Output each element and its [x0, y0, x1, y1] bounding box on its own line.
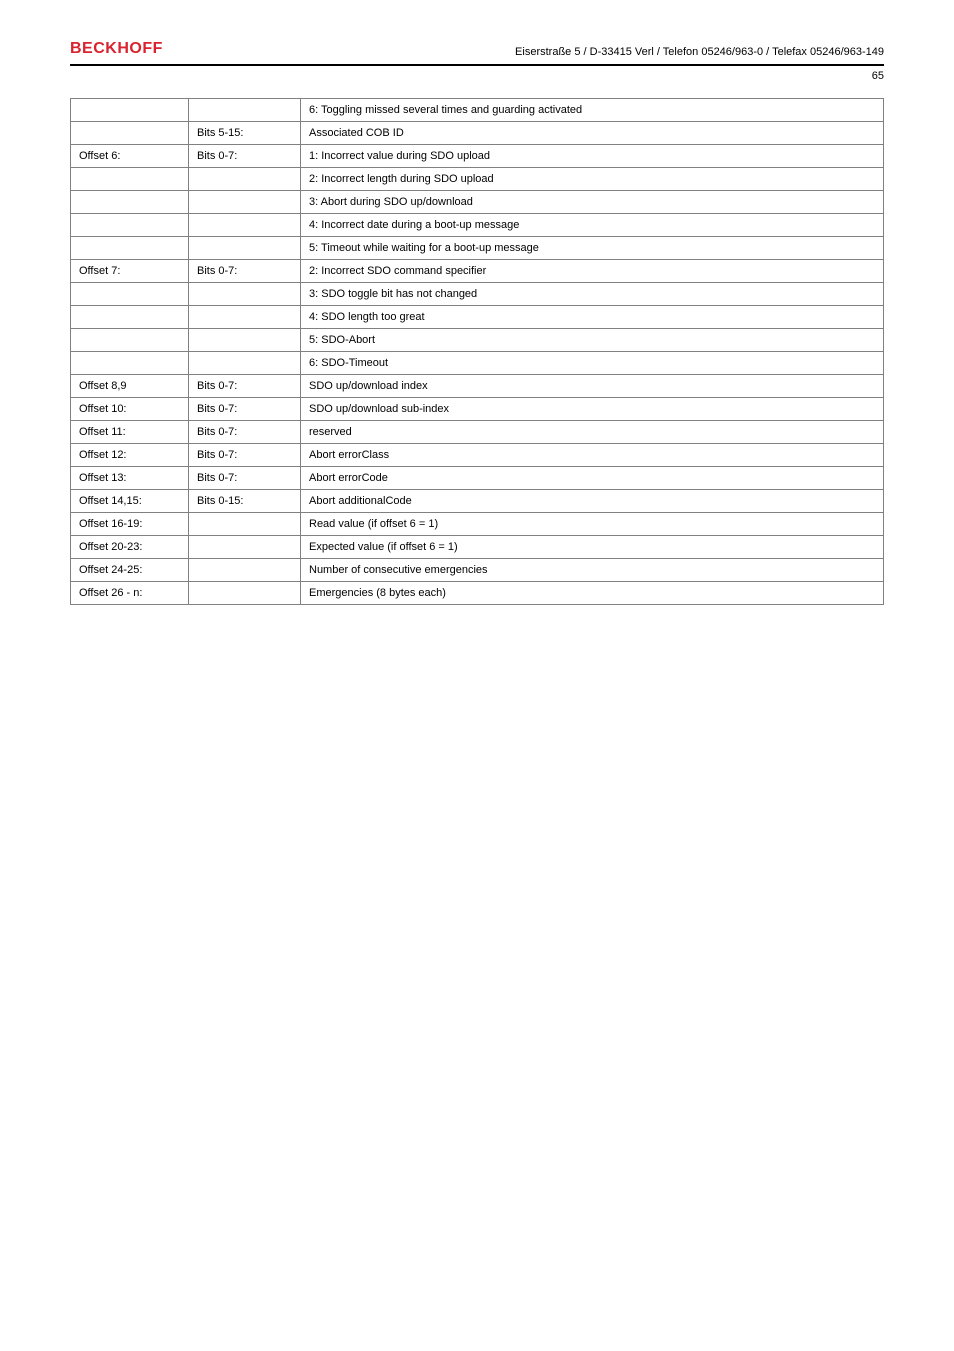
cell-description: Abort errorClass — [301, 444, 884, 467]
table-row: Offset 8,9Bits 0-7:SDO up/download index — [71, 375, 884, 398]
cell-bits: Bits 5-15: — [189, 122, 301, 145]
cell-bits: Bits 0-7: — [189, 467, 301, 490]
cell-bits: Bits 0-7: — [189, 375, 301, 398]
cell-description: reserved — [301, 421, 884, 444]
cell-bits — [189, 283, 301, 306]
table-row: 3: SDO toggle bit has not changed — [71, 283, 884, 306]
cell-description: Expected value (if offset 6 = 1) — [301, 536, 884, 559]
cell-description: 4: Incorrect date during a boot-up messa… — [301, 214, 884, 237]
cell-bits — [189, 168, 301, 191]
cell-bits — [189, 329, 301, 352]
cell-bits: Bits 0-7: — [189, 398, 301, 421]
table-row: Offset 16-19: Read value (if offset 6 = 1… — [71, 513, 884, 536]
cell-offset: Offset 16-19: — [71, 513, 189, 536]
table-row: Offset 14,15:Bits 0-15:Abort additionalC… — [71, 490, 884, 513]
table-row: Offset 13:Bits 0-7:Abort errorCode — [71, 467, 884, 490]
table-row: Offset 12:Bits 0-7:Abort errorClass — [71, 444, 884, 467]
cell-bits: Bits 0-15: — [189, 490, 301, 513]
cell-offset — [71, 122, 189, 145]
cell-description: Associated COB ID — [301, 122, 884, 145]
cell-bits: Bits 0-7: — [189, 444, 301, 467]
cell-bits — [189, 306, 301, 329]
cell-offset: Offset 8,9 — [71, 375, 189, 398]
offset-table-body: 6: Toggling missed several times and gua… — [71, 99, 884, 605]
cell-offset: Offset 13: — [71, 467, 189, 490]
cell-offset: Offset 14,15: — [71, 490, 189, 513]
cell-bits: Bits 0-7: — [189, 421, 301, 444]
cell-bits — [189, 513, 301, 536]
header-address: Eiserstraße 5 / D-33415 Verl / Telefon 0… — [515, 46, 884, 58]
table-row: 5: Timeout while waiting for a boot-up m… — [71, 237, 884, 260]
table-row: 3: Abort during SDO up/download — [71, 191, 884, 214]
brand-logo: BECKHOFF — [70, 40, 163, 58]
cell-bits — [189, 559, 301, 582]
cell-description: Read value (if offset 6 = 1) — [301, 513, 884, 536]
cell-offset — [71, 329, 189, 352]
header-rule — [70, 64, 884, 66]
cell-offset — [71, 191, 189, 214]
cell-description: SDO up/download index — [301, 375, 884, 398]
cell-description: 5: Timeout while waiting for a boot-up m… — [301, 237, 884, 260]
cell-offset: Offset 24-25: — [71, 559, 189, 582]
document-page: BECKHOFF Eiserstraße 5 / D-33415 Verl / … — [0, 0, 954, 645]
cell-bits — [189, 237, 301, 260]
cell-offset: Offset 7: — [71, 260, 189, 283]
cell-description: Abort additionalCode — [301, 490, 884, 513]
cell-bits — [189, 536, 301, 559]
table-row: 2: Incorrect length during SDO upload — [71, 168, 884, 191]
cell-offset — [71, 283, 189, 306]
cell-offset: Offset 11: — [71, 421, 189, 444]
table-row: Offset 11:Bits 0-7:reserved — [71, 421, 884, 444]
cell-bits — [189, 214, 301, 237]
cell-bits: Bits 0-7: — [189, 260, 301, 283]
cell-bits: Bits 0-7: — [189, 145, 301, 168]
cell-offset — [71, 306, 189, 329]
table-row: Offset 26 - n: Emergencies (8 bytes each) — [71, 582, 884, 605]
cell-bits — [189, 352, 301, 375]
cell-offset: Offset 20-23: — [71, 536, 189, 559]
cell-description: 3: Abort during SDO up/download — [301, 191, 884, 214]
table-row: Offset 10:Bits 0-7:SDO up/download sub-i… — [71, 398, 884, 421]
table-row: Offset 6:Bits 0-7:1: Incorrect value dur… — [71, 145, 884, 168]
cell-description: 5: SDO-Abort — [301, 329, 884, 352]
table-row: Offset 7:Bits 0-7:2: Incorrect SDO comma… — [71, 260, 884, 283]
cell-offset — [71, 168, 189, 191]
cell-offset — [71, 99, 189, 122]
page-header: BECKHOFF Eiserstraße 5 / D-33415 Verl / … — [70, 40, 884, 58]
cell-offset — [71, 352, 189, 375]
cell-description: 6: SDO-Timeout — [301, 352, 884, 375]
cell-bits — [189, 191, 301, 214]
cell-description: 2: Incorrect length during SDO upload — [301, 168, 884, 191]
cell-description: Abort errorCode — [301, 467, 884, 490]
cell-bits — [189, 99, 301, 122]
table-row: 4: SDO length too great — [71, 306, 884, 329]
cell-description: Number of consecutive emergencies — [301, 559, 884, 582]
page-number: 65 — [70, 70, 884, 82]
cell-bits — [189, 582, 301, 605]
table-row: 6: SDO-Timeout — [71, 352, 884, 375]
table-row: Offset 24-25: Number of consecutive emerg… — [71, 559, 884, 582]
table-row: Bits 5-15:Associated COB ID — [71, 122, 884, 145]
cell-description: 2: Incorrect SDO command specifier — [301, 260, 884, 283]
cell-offset — [71, 237, 189, 260]
cell-offset: Offset 10: — [71, 398, 189, 421]
cell-offset: Offset 26 - n: — [71, 582, 189, 605]
cell-description: 6: Toggling missed several times and gua… — [301, 99, 884, 122]
cell-description: 1: Incorrect value during SDO upload — [301, 145, 884, 168]
table-row: 5: SDO-Abort — [71, 329, 884, 352]
cell-description: 4: SDO length too great — [301, 306, 884, 329]
cell-offset: Offset 12: — [71, 444, 189, 467]
table-row: 4: Incorrect date during a boot-up messa… — [71, 214, 884, 237]
cell-description: Emergencies (8 bytes each) — [301, 582, 884, 605]
table-row: 6: Toggling missed several times and gua… — [71, 99, 884, 122]
cell-description: SDO up/download sub-index — [301, 398, 884, 421]
cell-description: 3: SDO toggle bit has not changed — [301, 283, 884, 306]
cell-offset: Offset 6: — [71, 145, 189, 168]
cell-offset — [71, 214, 189, 237]
table-row: Offset 20-23: Expected value (if offset 6… — [71, 536, 884, 559]
offset-table: 6: Toggling missed several times and gua… — [70, 98, 884, 605]
